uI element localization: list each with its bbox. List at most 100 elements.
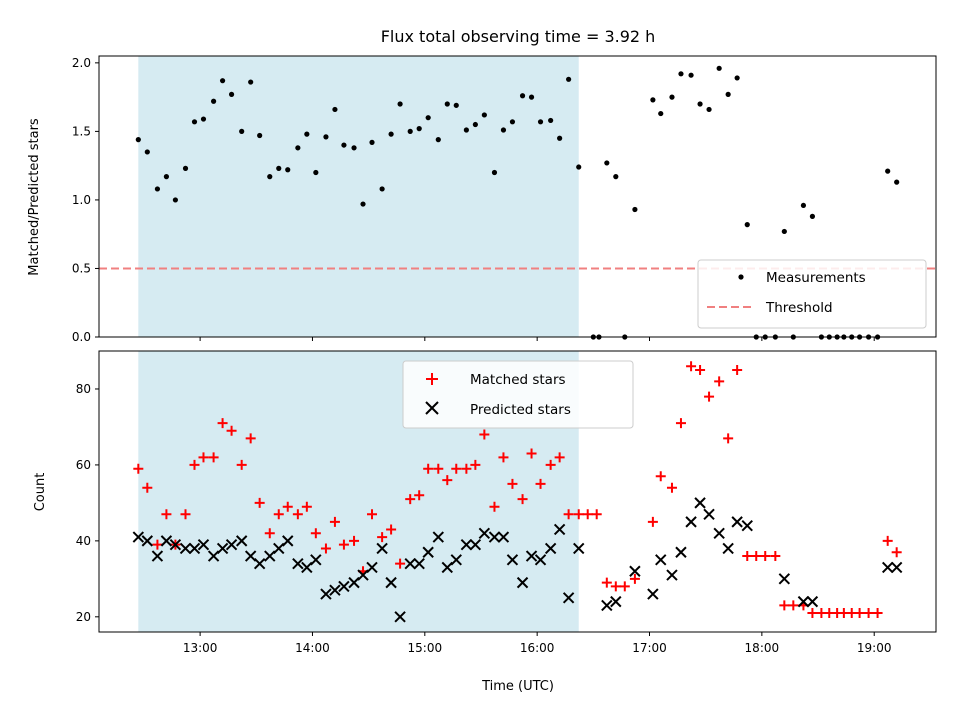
measurement-point [257, 132, 263, 139]
predicted-star-point [151, 550, 164, 562]
predicted-star-point [629, 565, 641, 577]
predicted-star-point [890, 561, 903, 574]
predicted-star-point [573, 542, 585, 555]
bottom-legend-box [402, 360, 634, 429]
matched-star-point [161, 509, 172, 520]
matched-star-point [310, 528, 321, 539]
top-x-ticks [199, 337, 875, 341]
predicted-star-point [179, 542, 192, 555]
matched-star-point [882, 535, 893, 546]
measurement-point [397, 101, 403, 107]
measurement-point [566, 76, 572, 82]
bottom-legend: Matched stars Predicted stars [402, 360, 634, 429]
measurement-point [678, 71, 684, 77]
measurement-point [528, 94, 535, 100]
measurement-point [658, 110, 664, 117]
measurement-point [172, 197, 178, 203]
predicted-star-point [562, 592, 575, 604]
predicted-star-point [488, 531, 501, 543]
predicted-star-point [141, 535, 154, 547]
measurement-point [425, 115, 431, 121]
predicted-star-point [534, 554, 547, 566]
predicted-star-point [338, 580, 350, 593]
predicted-star-point [404, 557, 416, 570]
matched-star-point [395, 558, 406, 569]
measurement-point [360, 201, 366, 207]
predicted-star-point [132, 531, 145, 543]
predicted-star-point [506, 554, 519, 566]
matched-star-point [686, 361, 697, 372]
measurement-point [688, 72, 694, 78]
predicted-star-point [469, 538, 482, 551]
top-plot-frame [98, 55, 937, 338]
matched-star-point [282, 501, 293, 512]
matched-star-point [619, 581, 630, 592]
predicted-star-point [394, 611, 406, 623]
x-tick-label: 14:00 [295, 641, 330, 655]
matched-star-point [863, 608, 874, 619]
measurement-point [463, 127, 469, 133]
chart-title: Flux total observing time = 3.92 h [381, 27, 656, 46]
matched-star-point [152, 539, 163, 550]
matched-star-point [470, 459, 481, 470]
predicted-star-point [310, 554, 322, 566]
measurement-point [388, 131, 394, 137]
measurement-point [669, 94, 675, 100]
predicted-star-point [881, 561, 894, 574]
matched-star-point [807, 608, 818, 619]
measurement-point [267, 174, 273, 180]
matched-star-point [236, 459, 247, 470]
matched-star-point [872, 608, 883, 619]
predicted-star-point [282, 535, 294, 547]
predicted-star-point [685, 516, 697, 528]
predicted-star-point [703, 508, 715, 520]
measurement-point [304, 131, 310, 137]
matched-star-point [751, 551, 762, 562]
legend-measurements-label: Measurements [766, 270, 866, 286]
predicted-star-point [188, 542, 201, 555]
predicted-star-point [169, 538, 182, 551]
matched-star-point [545, 459, 556, 470]
matched-star-point [554, 452, 565, 463]
legend-measurements-marker [738, 274, 744, 280]
measurement-point [248, 79, 254, 85]
top-y-tick-label: 0.0 [72, 330, 91, 344]
matched-star-point [349, 535, 360, 546]
matched-star-point [254, 497, 265, 508]
measurement-point [557, 135, 563, 141]
matched-star-point [788, 600, 799, 611]
predicted-star-point [460, 538, 473, 551]
measurement-point [481, 112, 487, 118]
measurement-point [885, 168, 891, 174]
predicted-star-point [329, 584, 341, 596]
predicted-star-point [413, 557, 425, 570]
matched-star-point [433, 463, 444, 474]
measurement-point [219, 78, 226, 84]
predicted-star-point [655, 554, 667, 566]
x-tick-label: 18:00 [745, 641, 780, 655]
measurement-point [519, 93, 526, 99]
measurement-point [435, 137, 441, 143]
matched-star-point [320, 543, 331, 554]
matched-star-point [461, 463, 472, 474]
predicted-star-point [385, 576, 397, 589]
measurement-point [734, 75, 740, 81]
matched-star-point [507, 478, 518, 489]
predicted-star-point [450, 554, 462, 566]
matched-star-point [451, 463, 462, 474]
x-tick-label: 16:00 [520, 641, 555, 655]
bottom-y-tick-label: 20 [76, 610, 91, 624]
matched-star-point [779, 600, 790, 611]
bottom-y-tick-label: 80 [76, 382, 91, 396]
matched-star-points [133, 361, 902, 619]
predicted-star-point [292, 557, 304, 570]
measurement-point [716, 65, 722, 71]
measurement-point [135, 137, 141, 143]
matched-star-point [377, 532, 388, 543]
measurement-point [500, 127, 507, 133]
legend-threshold-label: Threshold [765, 300, 833, 316]
measurement-point [200, 116, 207, 122]
matched-star-point [647, 516, 658, 527]
measurement-point [706, 106, 712, 113]
